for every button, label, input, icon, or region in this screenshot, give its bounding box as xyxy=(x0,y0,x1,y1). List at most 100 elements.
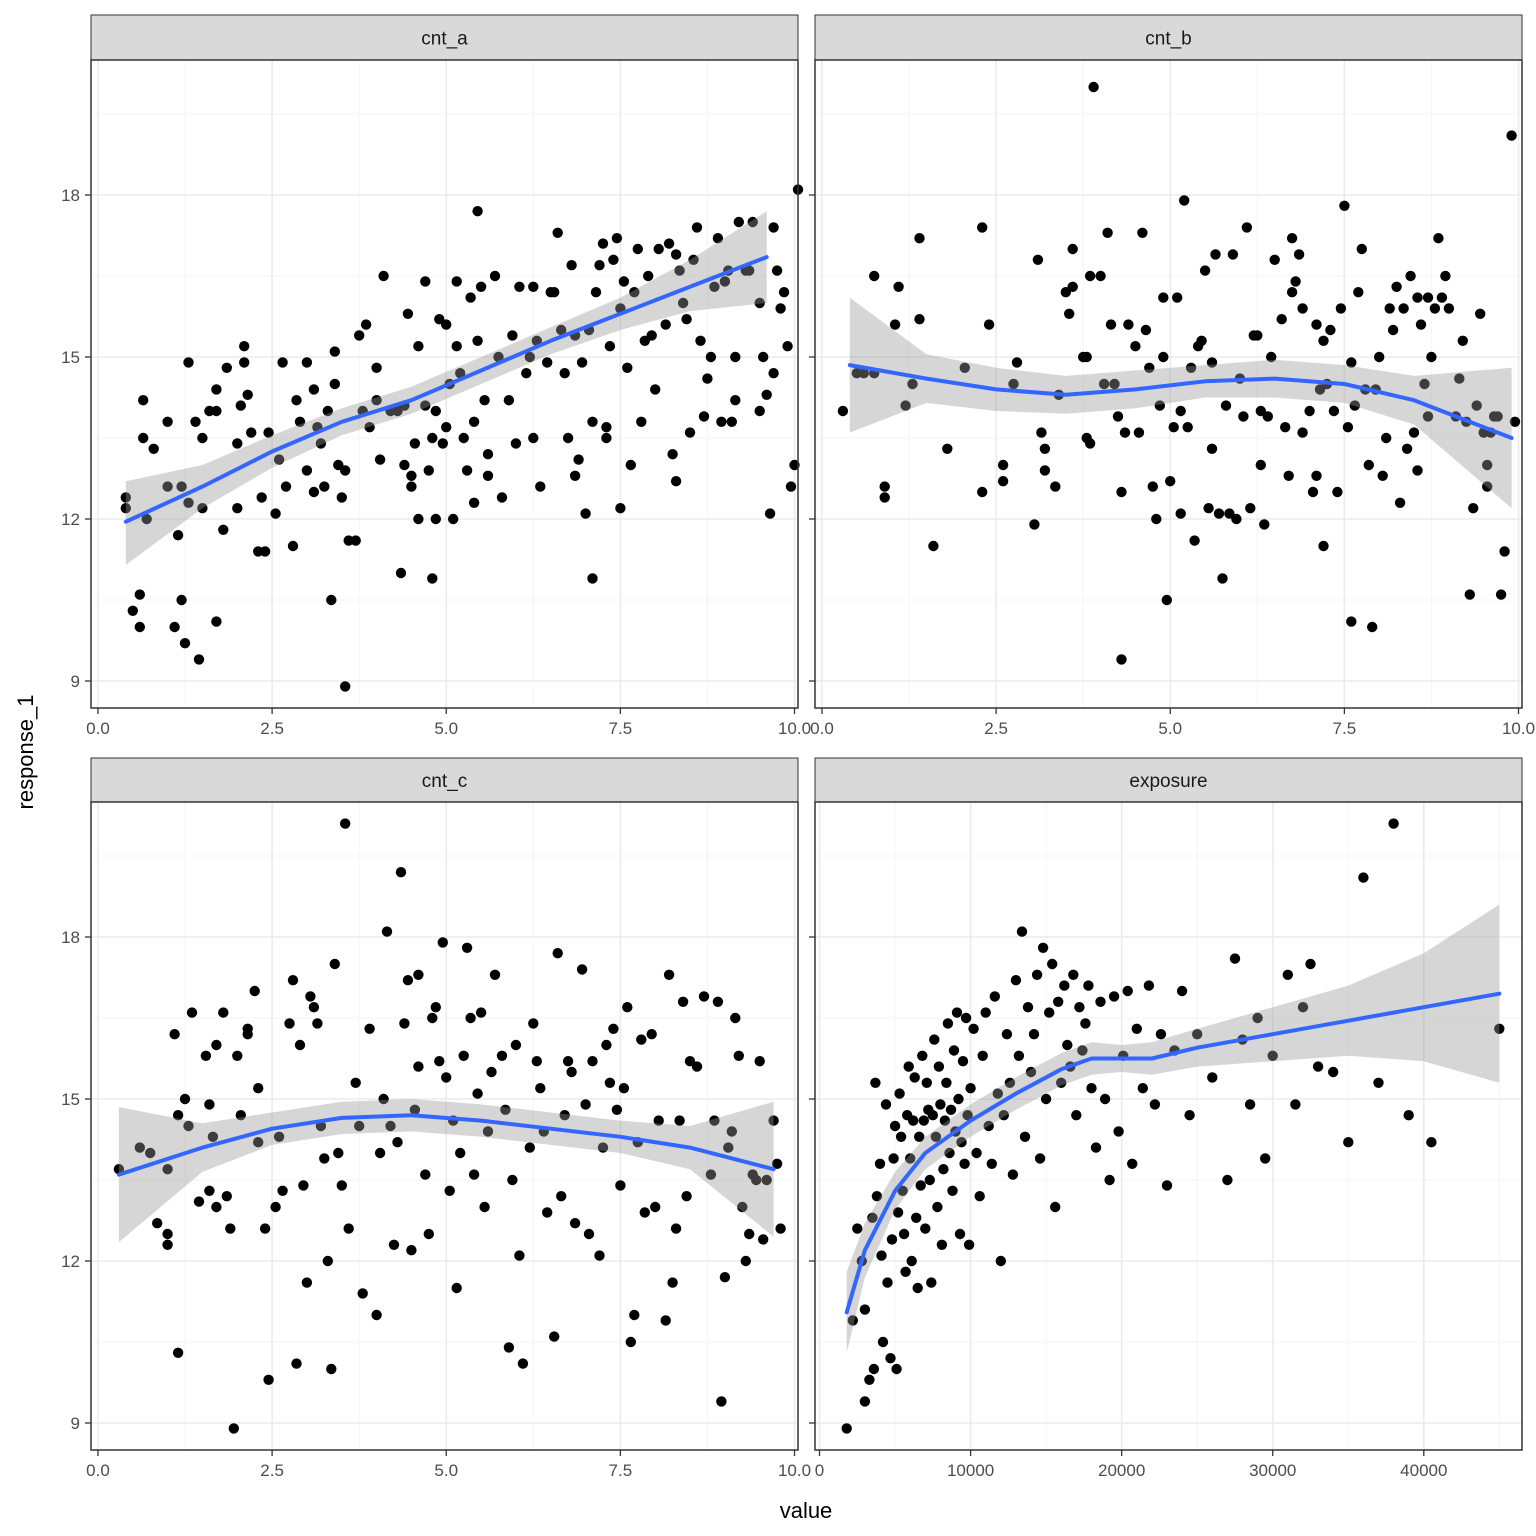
data-point xyxy=(1492,411,1503,422)
data-point xyxy=(1293,249,1305,260)
data-point xyxy=(1266,351,1277,363)
data-point xyxy=(1144,362,1155,373)
data-point xyxy=(1095,996,1106,1007)
data-point xyxy=(413,969,424,980)
data-point xyxy=(1422,411,1434,422)
data-point xyxy=(176,594,187,606)
x-tick-label: 7.5 xyxy=(609,1461,633,1480)
data-point xyxy=(1007,1169,1019,1180)
data-point xyxy=(1297,303,1308,314)
data-point xyxy=(960,1012,972,1024)
data-point xyxy=(733,1050,744,1062)
y-tick-label: 18 xyxy=(61,928,80,947)
data-point xyxy=(413,1061,424,1072)
data-point xyxy=(977,222,988,233)
data-point xyxy=(1220,400,1232,411)
data-point xyxy=(1224,508,1235,519)
data-point xyxy=(221,1191,232,1202)
data-point xyxy=(1067,281,1078,292)
data-point xyxy=(193,654,205,665)
x-tick-label: 5.0 xyxy=(434,719,458,738)
data-point xyxy=(556,324,567,336)
data-point xyxy=(211,384,222,395)
data-point xyxy=(1457,335,1469,346)
data-point xyxy=(954,1228,966,1240)
data-point xyxy=(909,1072,920,1083)
data-point xyxy=(604,341,616,352)
data-point xyxy=(971,1147,982,1159)
y-tick-label: 12 xyxy=(61,510,80,529)
data-point xyxy=(514,1250,525,1261)
data-point xyxy=(319,1153,330,1164)
data-point xyxy=(259,546,271,557)
data-point xyxy=(458,1050,469,1062)
data-point xyxy=(744,265,755,276)
data-point xyxy=(1475,308,1486,319)
data-point xyxy=(395,567,407,579)
data-point xyxy=(556,1191,567,1202)
data-point xyxy=(629,1309,640,1321)
data-point xyxy=(448,513,459,525)
data-point xyxy=(674,265,685,276)
data-point xyxy=(489,270,501,282)
data-point xyxy=(542,1207,553,1218)
data-point xyxy=(1408,427,1420,438)
data-point xyxy=(1059,980,1070,991)
data-point xyxy=(1022,1002,1034,1013)
data-point xyxy=(357,1288,368,1299)
data-point xyxy=(1104,1174,1115,1186)
data-point xyxy=(1412,292,1423,303)
data-point xyxy=(608,254,619,265)
data-point xyxy=(430,405,441,417)
data-point xyxy=(246,427,257,438)
data-point xyxy=(941,1077,952,1089)
data-point xyxy=(413,513,424,525)
data-point xyxy=(927,1110,938,1121)
data-point xyxy=(1149,1099,1161,1110)
data-point xyxy=(528,432,539,444)
panel-cnt_b: cnt_b 0.0 2.5 5.0 7.5 10.0 xyxy=(809,14,1535,738)
data-point xyxy=(1353,287,1364,298)
data-point xyxy=(239,341,250,352)
data-point xyxy=(406,481,417,492)
data-point xyxy=(681,1191,692,1202)
x-tick-label: 40000 xyxy=(1400,1461,1447,1480)
data-point xyxy=(479,395,490,406)
data-point xyxy=(1311,319,1322,330)
data-point xyxy=(235,1110,246,1121)
data-point xyxy=(914,314,925,325)
facet-strip-label: cnt_b xyxy=(1145,29,1191,50)
data-point xyxy=(768,1115,779,1126)
data-point xyxy=(1056,1077,1067,1089)
data-point xyxy=(1440,270,1451,282)
data-point xyxy=(1401,443,1413,454)
data-point xyxy=(437,438,448,449)
data-point xyxy=(933,1061,945,1072)
data-point xyxy=(893,281,904,292)
data-point xyxy=(221,362,232,373)
data-point xyxy=(1412,465,1423,476)
data-point xyxy=(1137,227,1148,238)
data-point xyxy=(580,1099,591,1110)
data-point xyxy=(305,991,316,1002)
data-point xyxy=(688,254,699,265)
data-point xyxy=(336,492,347,503)
data-point xyxy=(402,308,414,319)
data-point xyxy=(622,362,633,373)
data-point xyxy=(1053,996,1064,1007)
data-point xyxy=(737,1201,748,1213)
data-point xyxy=(270,1201,281,1213)
data-point xyxy=(350,535,361,546)
facet-strip xyxy=(90,757,799,803)
data-point xyxy=(936,1239,948,1251)
data-point xyxy=(1305,958,1316,970)
data-point xyxy=(928,540,939,552)
data-point xyxy=(204,1099,215,1110)
data-point xyxy=(197,432,208,444)
data-point xyxy=(1133,427,1145,438)
data-point xyxy=(1426,1137,1437,1148)
data-point xyxy=(138,395,149,406)
data-point xyxy=(148,443,159,454)
data-point xyxy=(719,276,731,287)
data-point xyxy=(1112,411,1124,422)
